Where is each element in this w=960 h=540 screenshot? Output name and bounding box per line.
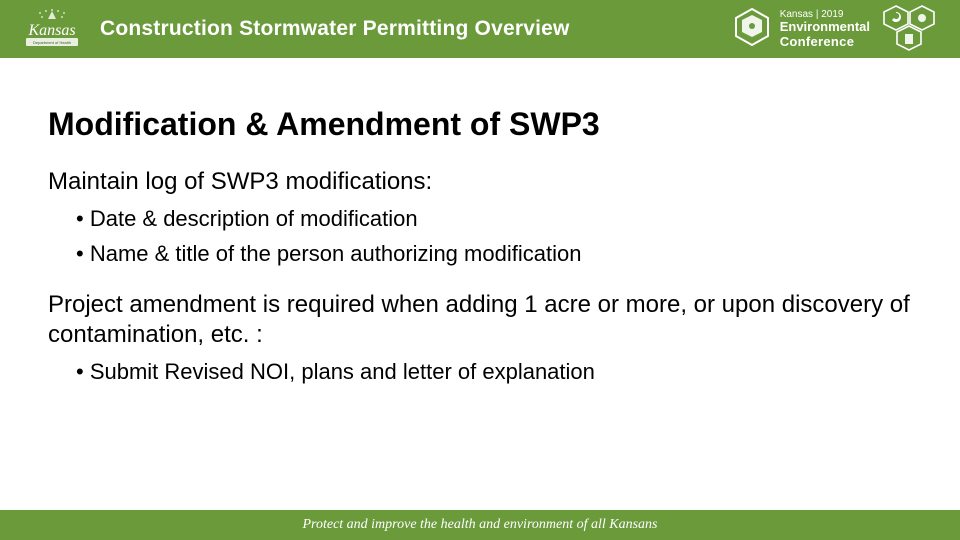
hex-right-icon [878, 4, 948, 54]
svg-text:Department of Health: Department of Health [33, 40, 71, 45]
list-item: Submit Revised NOI, plans and letter of … [76, 358, 912, 387]
header-bar: Kansas Department of Health Construction… [0, 0, 960, 58]
kansas-seal-icon: Kansas Department of Health [12, 7, 92, 51]
list-item: Name & title of the person authorizing m… [76, 240, 912, 269]
conference-line3: Conference [780, 35, 870, 49]
slide: Kansas Department of Health Construction… [0, 0, 960, 540]
slide-title: Modification & Amendment of SWP3 [48, 106, 912, 143]
conference-logo: Kansas | 2019 Environmental Conference [732, 4, 948, 54]
hex-left-icon [732, 7, 772, 51]
svg-text:Kansas: Kansas [27, 22, 75, 39]
list-item: Date & description of modification [76, 205, 912, 234]
conference-line2: Environmental [780, 20, 870, 34]
footer-bar: Protect and improve the health and envir… [0, 510, 960, 540]
kansas-logo: Kansas Department of Health [12, 7, 92, 51]
section2-bullets: Submit Revised NOI, plans and letter of … [76, 358, 912, 387]
section1-bullets: Date & description of modification Name … [76, 205, 912, 268]
section2-lead: Project amendment is required when addin… [48, 290, 912, 350]
footer-text: Protect and improve the health and envir… [302, 517, 657, 533]
header-title: Construction Stormwater Permitting Overv… [100, 17, 570, 41]
section1-lead: Maintain log of SWP3 modifications: [48, 167, 912, 197]
content-area: Modification & Amendment of SWP3 Maintai… [0, 58, 960, 510]
conference-text: Kansas | 2019 Environmental Conference [780, 9, 870, 49]
